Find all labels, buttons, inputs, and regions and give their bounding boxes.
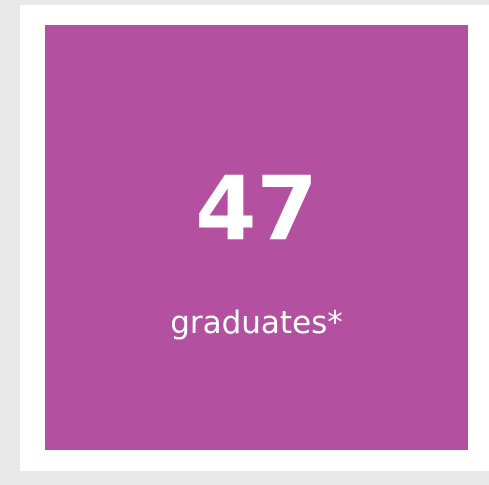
- stat-value: 47: [195, 157, 318, 260]
- card: 47 graduates*: [20, 5, 489, 471]
- stat-tile: 47 graduates*: [45, 25, 468, 450]
- stat-label: graduates*: [170, 305, 343, 341]
